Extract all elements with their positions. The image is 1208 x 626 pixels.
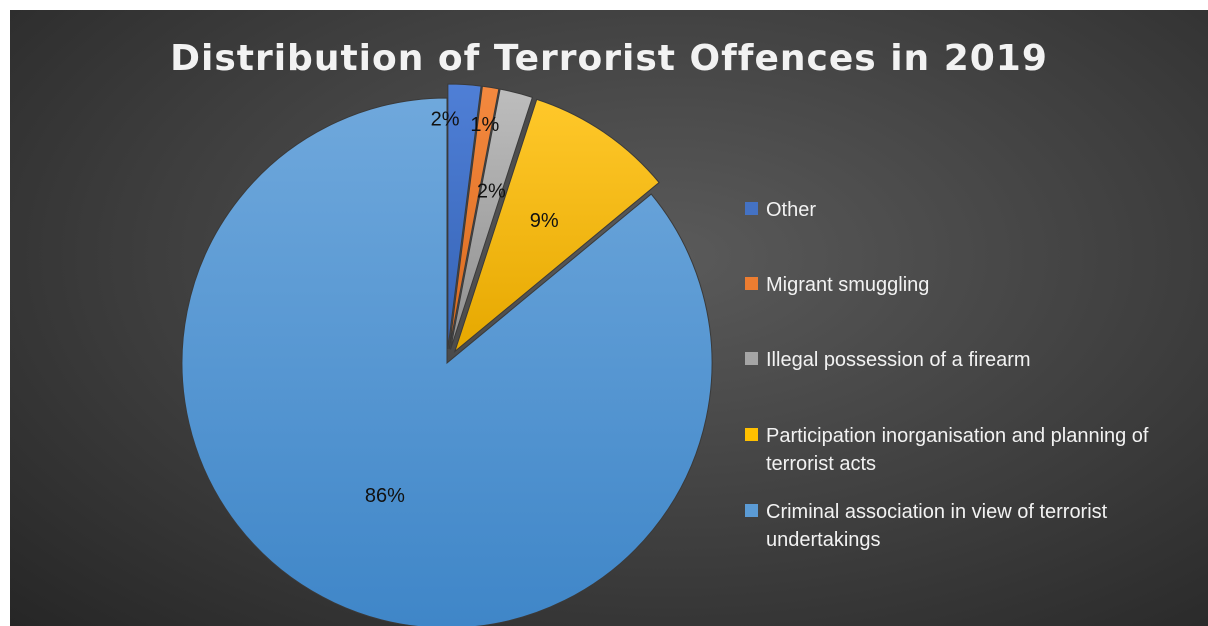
chart-area: Distribution of Terrorist Offences in 20… (10, 10, 1208, 626)
pie-slice-participation-inorganisation-and-planning-of-terrorist-acts (453, 98, 660, 353)
legend-swatch (745, 428, 758, 441)
legend-swatch (745, 504, 758, 517)
pie-slice-illegal-possession-of-a-firearm (449, 88, 534, 350)
legend-swatch (745, 277, 758, 290)
legend-item-participation-inorganisation-and-planning-of-terrorist-acts: Participation inorganisation and plannin… (745, 422, 1206, 478)
data-label-migrant-smuggling: 1% (470, 114, 499, 136)
legend-item-illegal-possession-of-a-firearm: Illegal possession of a firearm (745, 346, 1206, 374)
data-label-other: 2% (431, 108, 460, 130)
legend-label: Illegal possession of a firearm (766, 349, 1031, 371)
legend-label: Migrant smuggling (766, 274, 930, 296)
legend-swatch (745, 202, 758, 215)
legend-swatch (745, 352, 758, 365)
data-label-illegal-possession-of-a-firearm: 2% (477, 180, 506, 202)
pie-slice-migrant-smuggling (448, 85, 500, 350)
pie-slice-other (447, 83, 482, 350)
data-label-participation-inorganisation-and-planning-of-terrorist-acts: 9% (530, 210, 559, 232)
legend-item-other: Other (745, 196, 1206, 224)
legend-item-criminal-association-in-view-of-terrorist-undertakings: Criminal association in view of terroris… (745, 498, 1206, 554)
data-label-criminal-association-in-view-of-terrorist-undertakings: 86% (365, 485, 405, 507)
legend-item-migrant-smuggling: Migrant smuggling (745, 271, 1206, 299)
legend-label: Participation inorganisation and plannin… (766, 425, 1149, 475)
pie-slice-criminal-association-in-view-of-terrorist-undertakings (181, 97, 713, 626)
chart-title: Distribution of Terrorist Offences in 20… (170, 38, 1048, 79)
pie-chart: 2% 1% 2% 9% 86% (181, 83, 713, 626)
legend-label: Other (766, 199, 817, 221)
legend-label: Criminal association in view of terroris… (766, 501, 1108, 551)
